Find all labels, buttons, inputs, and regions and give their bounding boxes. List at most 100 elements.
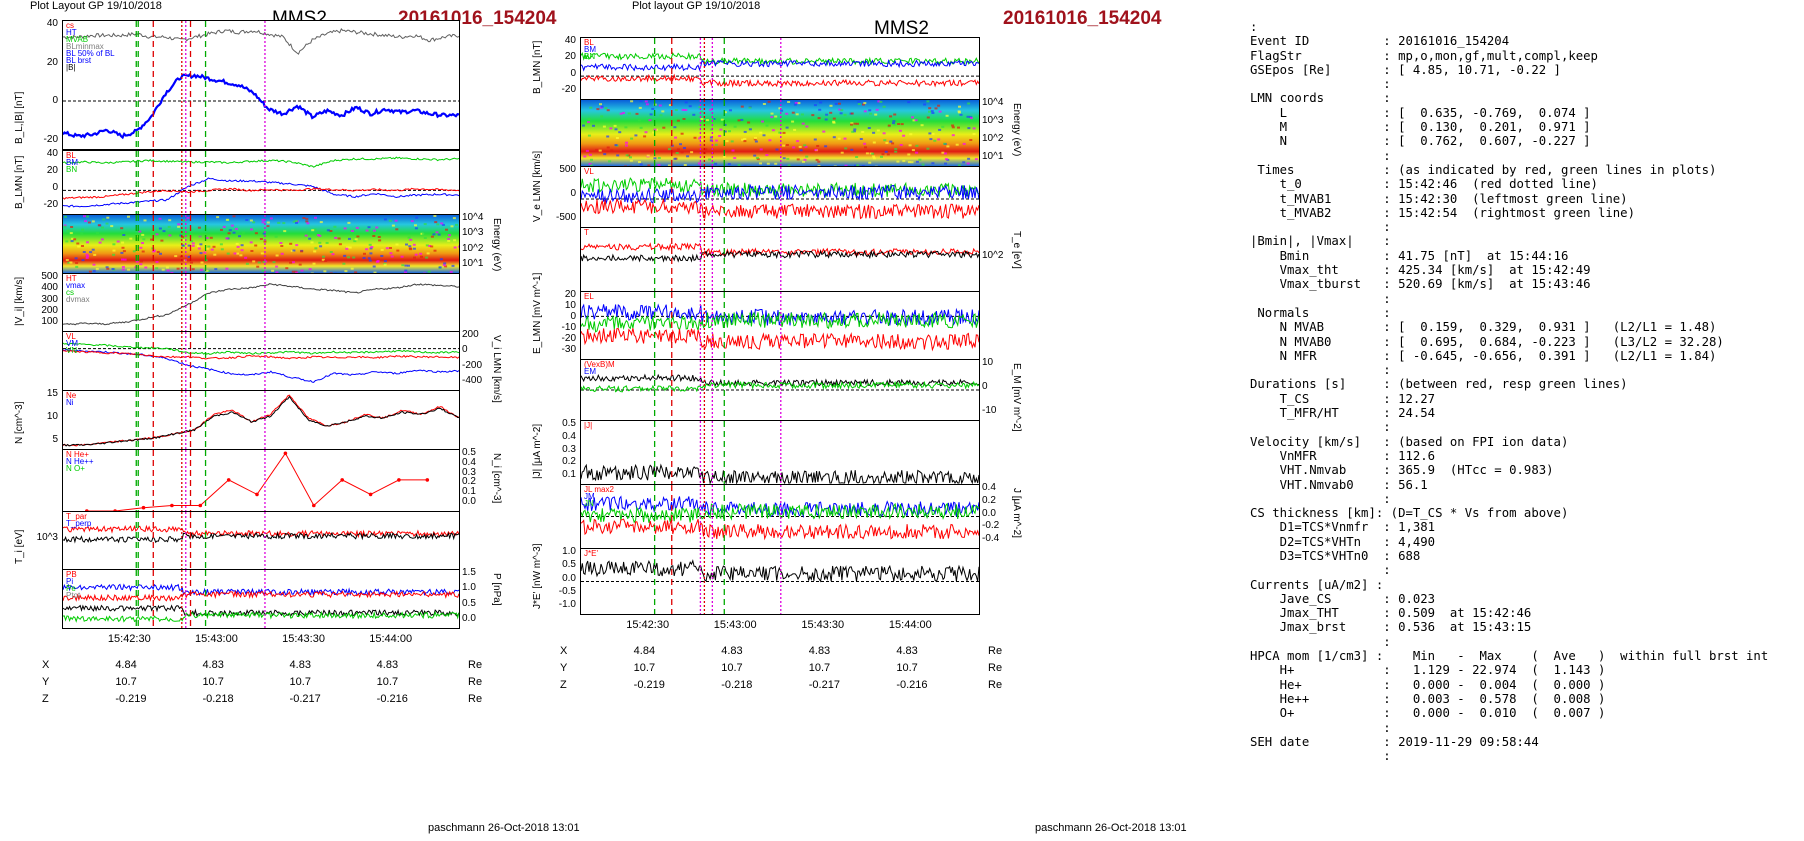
meta-line: H+ : 1.129 - 22.974 ( 1.143 ): [1250, 663, 1606, 678]
legend-entry: T_perp: [66, 519, 92, 528]
spectrogram-pixel: [338, 243, 342, 246]
spectrogram-pixel: [824, 118, 828, 121]
spectrogram-pixel: [120, 227, 124, 230]
spectrogram-pixel: [275, 254, 279, 257]
spectrogram-pixel: [697, 162, 701, 165]
spectrogram-pixel: [693, 136, 697, 139]
y-axis-label: V_i LMN [km/s]: [491, 335, 502, 403]
x-tick-label: 15:42:30: [626, 619, 670, 631]
spectrogram-pixel: [962, 161, 966, 164]
spectrogram-pixel: [190, 261, 193, 264]
spectrogram-pixel: [240, 249, 244, 252]
meta-line: D1=TCS*Vnmfr : 1,381: [1250, 520, 1436, 535]
spectrogram-pixel: [319, 245, 323, 248]
y-tick-label: -20: [43, 199, 58, 210]
meta-line: Durations [s] : (between red, resp green…: [1250, 377, 1628, 392]
spectrogram-pixel: [934, 107, 938, 110]
spectrogram-pixel: [452, 217, 456, 220]
spectrogram-pixel: [766, 162, 770, 165]
spectrogram-pixel: [625, 144, 628, 147]
spectrogram-pixel: [967, 157, 971, 160]
meta-line: :: [1250, 220, 1391, 235]
spectrogram-pixel: [897, 123, 901, 125]
y-tick-label: 0.0: [462, 496, 476, 507]
spectrogram-pixel: [618, 131, 622, 134]
spectrogram-pixel: [589, 164, 593, 166]
spectrogram-pixel: [226, 252, 230, 255]
spectrogram-pixel: [799, 149, 803, 152]
y-axis-label: |J| [μA m^-2]: [532, 423, 543, 479]
meta-line: M : [ 0.130, 0.201, 0.971 ]: [1250, 120, 1591, 135]
spectrogram-pixel: [414, 253, 418, 256]
spectrogram-pixel: [682, 118, 686, 120]
spectrogram-pixel: [733, 157, 737, 159]
spectrogram-pixel: [653, 128, 657, 131]
spectrogram-pixel: [908, 144, 912, 147]
spectrogram-pixel: [168, 234, 172, 237]
spectrogram-pixel: [373, 271, 377, 273]
spectrogram-pixel: [407, 264, 410, 267]
spectrogram-pixel: [432, 233, 436, 236]
spectrogram-pixel: [409, 238, 413, 241]
orbit-value: -0.217: [289, 693, 321, 705]
orbit-value: 4.83: [376, 659, 399, 671]
spectrogram-pixel: [865, 152, 869, 155]
spectrogram-pixel: [869, 112, 873, 115]
spectrogram-pixel: [658, 104, 662, 107]
legend-entry: EM: [584, 367, 596, 376]
trace-2: [581, 73, 979, 88]
spectrogram-pixel: [198, 234, 202, 237]
left-panel-density: [62, 390, 460, 450]
spectrogram-pixel: [834, 102, 838, 105]
spectrogram-pixel: [158, 217, 162, 220]
legend-entry: BLminmax: [66, 42, 104, 51]
spectrogram-pixel: [813, 138, 817, 141]
spectrogram-pixel: [639, 163, 643, 166]
spectrogram-pixel: [877, 100, 881, 103]
x-tick-label: 15:42:30: [107, 633, 151, 645]
meta-line: :: [1250, 363, 1391, 378]
spectrogram-pixel: [155, 233, 159, 236]
y-tick-label: 1.0: [462, 582, 476, 594]
spectrogram-pixel: [365, 229, 369, 232]
y-tick-label: 10^2: [982, 133, 1004, 144]
spectrogram-pixel: [105, 222, 109, 225]
left-plot-HPCA: [85, 450, 430, 511]
right-panel-Ve-LMN: [580, 166, 980, 228]
spectrogram-pixel: [182, 239, 185, 242]
spectrogram-pixel: [289, 261, 293, 264]
right-panel-electron-spectrogram: [580, 99, 980, 167]
spectrogram-pixel: [112, 253, 116, 256]
spectrogram-pixel: [785, 126, 789, 129]
spectrogram-pixel: [152, 249, 156, 252]
spectrogram-pixel: [819, 101, 823, 104]
spectrogram-pixel: [81, 259, 85, 262]
legend-entry: T_par: [66, 512, 87, 521]
spectrogram-pixel: [264, 260, 268, 263]
spectrogram-pixel: [369, 247, 373, 250]
spectrogram-pixel: [329, 230, 333, 232]
spectrogram-pixel: [780, 109, 784, 112]
y-tick-label: -0.2: [982, 520, 1000, 532]
y-tick-label: 0: [570, 188, 576, 199]
spectrogram-pixel: [857, 103, 861, 106]
spectrogram-pixel: [762, 134, 766, 137]
spectrogram-pixel: [232, 231, 236, 234]
spectrogram-pixel: [430, 245, 434, 248]
meta-line: :: [1250, 491, 1391, 506]
spectrogram-pixel: [876, 129, 880, 132]
spectrogram-pixel: [844, 147, 848, 150]
spectrogram-pixel: [436, 223, 440, 226]
spectrogram-pixel: [106, 216, 110, 219]
spectrogram-pixel: [129, 237, 133, 240]
spectrogram-pixel: [871, 152, 875, 155]
orbit-coord-label: Y: [42, 676, 50, 688]
spectrogram-pixel: [837, 102, 841, 105]
spectrogram-pixel: [875, 108, 879, 111]
y-tick-label: 100: [41, 316, 58, 327]
spectrogram-pixel: [614, 144, 618, 147]
spectrogram-pixel: [98, 241, 102, 244]
spectrogram-pixel: [413, 256, 416, 259]
y-tick-label: 0.5: [462, 447, 476, 458]
spectrogram-pixel: [430, 235, 434, 238]
